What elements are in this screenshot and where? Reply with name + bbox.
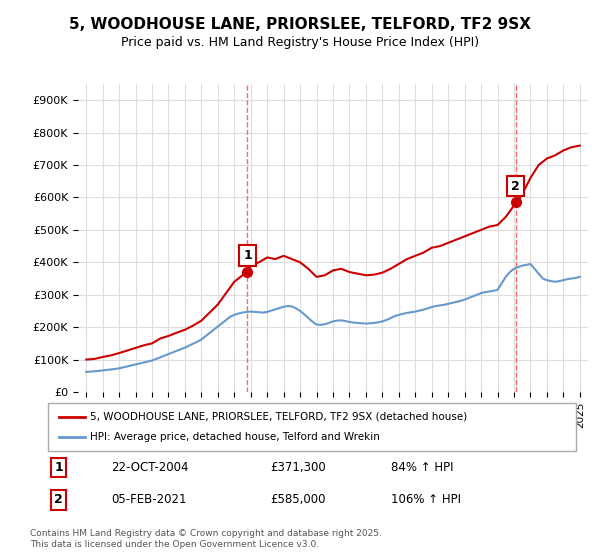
FancyBboxPatch shape (48, 403, 576, 451)
Text: HPI: Average price, detached house, Telford and Wrekin: HPI: Average price, detached house, Telf… (90, 432, 380, 442)
Text: 05-FEB-2021: 05-FEB-2021 (112, 493, 187, 506)
Text: Contains HM Land Registry data © Crown copyright and database right 2025.
This d: Contains HM Land Registry data © Crown c… (30, 529, 382, 549)
Text: 1: 1 (54, 461, 63, 474)
Text: 2: 2 (511, 180, 520, 193)
Text: 5, WOODHOUSE LANE, PRIORSLEE, TELFORD, TF2 9SX: 5, WOODHOUSE LANE, PRIORSLEE, TELFORD, T… (69, 17, 531, 32)
Text: 2: 2 (54, 493, 63, 506)
Text: £585,000: £585,000 (270, 493, 325, 506)
Text: £371,300: £371,300 (270, 461, 326, 474)
Text: 22-OCT-2004: 22-OCT-2004 (112, 461, 189, 474)
Text: 5, WOODHOUSE LANE, PRIORSLEE, TELFORD, TF2 9SX (detached house): 5, WOODHOUSE LANE, PRIORSLEE, TELFORD, T… (90, 412, 467, 422)
Text: 106% ↑ HPI: 106% ↑ HPI (391, 493, 461, 506)
Text: 1: 1 (243, 249, 252, 262)
Text: 84% ↑ HPI: 84% ↑ HPI (391, 461, 454, 474)
Text: Price paid vs. HM Land Registry's House Price Index (HPI): Price paid vs. HM Land Registry's House … (121, 36, 479, 49)
